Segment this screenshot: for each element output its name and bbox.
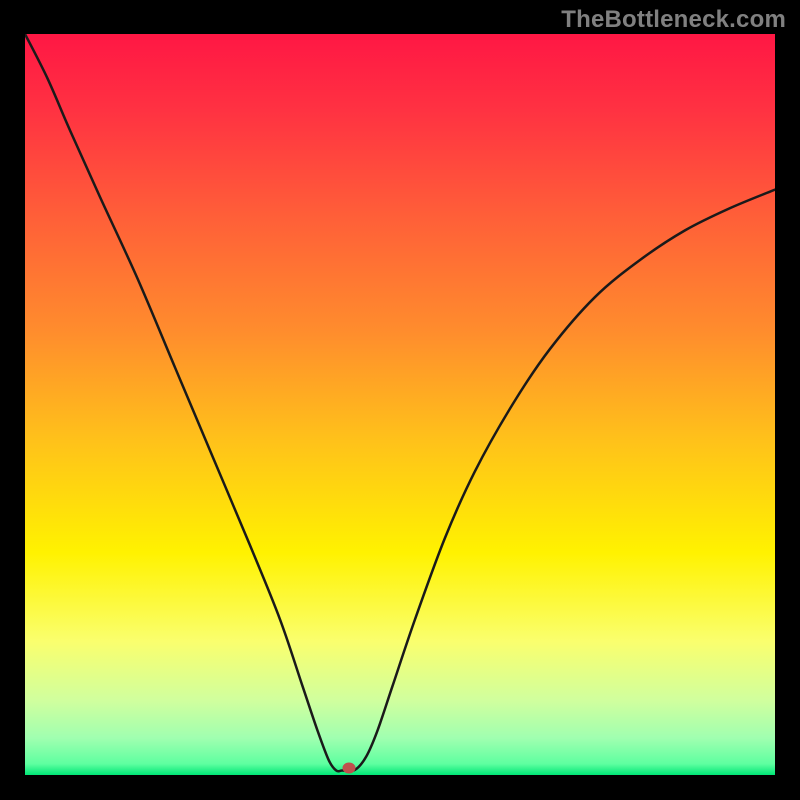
optimal-point-marker [343,762,356,773]
chart-container [25,34,775,775]
watermark-text: TheBottleneck.com [561,6,786,34]
chart-svg [25,34,775,775]
